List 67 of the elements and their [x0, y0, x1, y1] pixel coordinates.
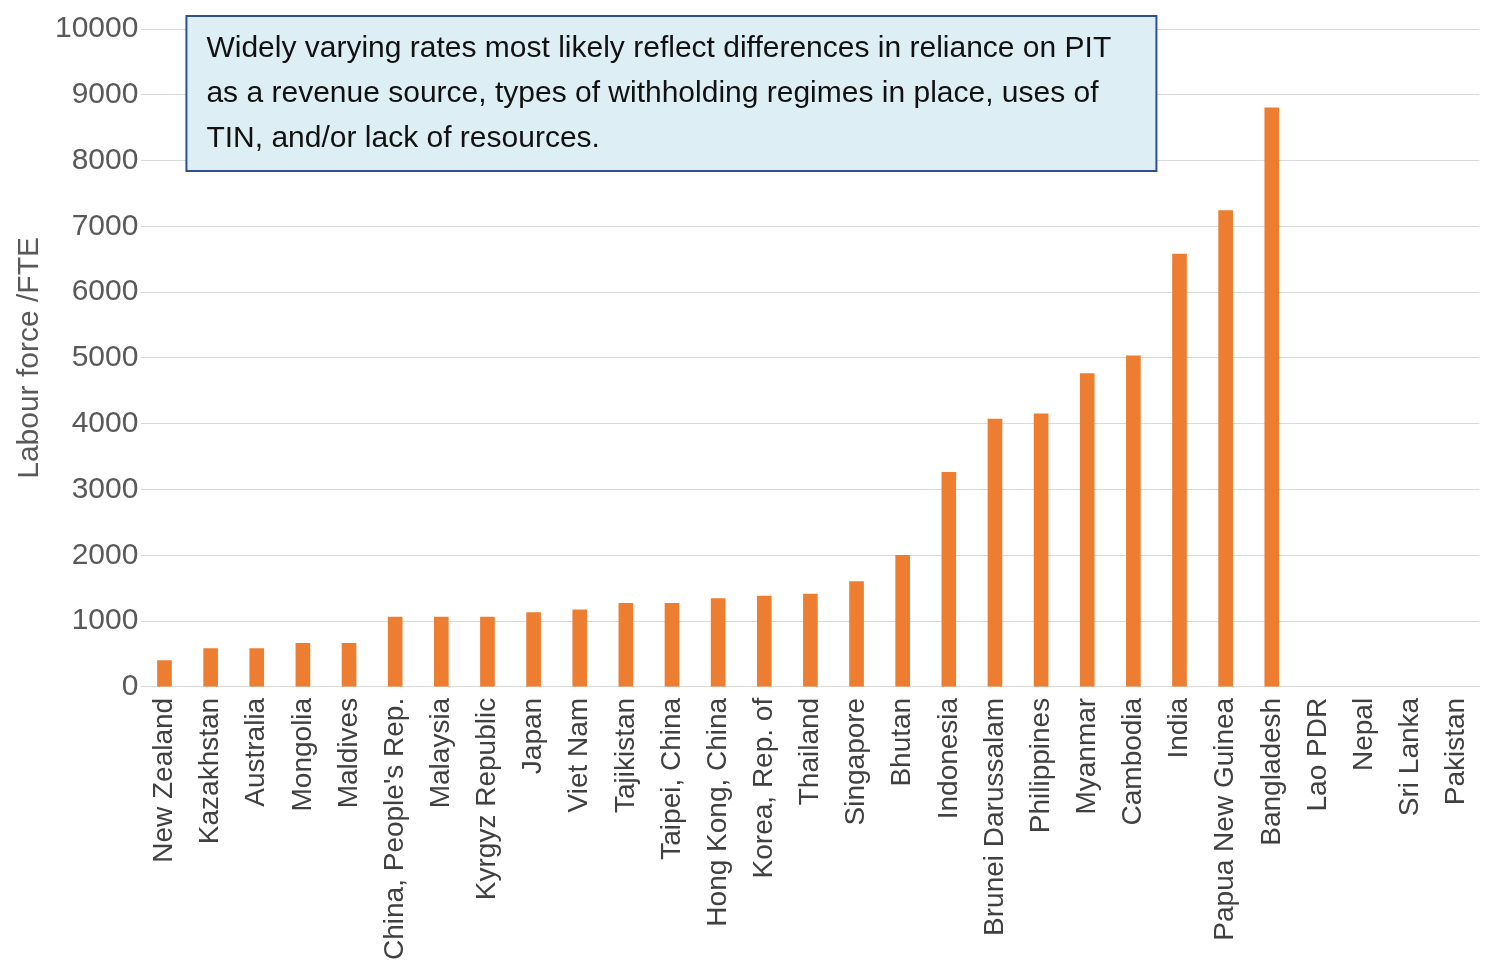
x-tick-label: China, People's Rep. — [377, 697, 409, 960]
x-tick-label: Bhutan — [885, 697, 917, 787]
bar — [387, 616, 403, 687]
bar — [433, 616, 449, 687]
x-tick-label: Brunei Darussalam — [977, 697, 1009, 936]
bar — [756, 595, 772, 687]
bar — [295, 643, 311, 687]
bar — [1172, 253, 1187, 687]
x-tick-label: Taipei, China — [654, 697, 686, 860]
bar — [1264, 107, 1280, 687]
x-tick-label: Australia — [239, 697, 271, 807]
bar — [895, 554, 911, 687]
x-tick-label: Mongolia — [285, 697, 317, 812]
bar — [1126, 355, 1141, 687]
x-tick-label: Maldives — [331, 697, 363, 809]
bar — [1218, 210, 1233, 687]
y-axis-title: Labour force /FTE — [11, 237, 45, 479]
bar — [849, 581, 864, 687]
y-tick-label: 0 — [121, 668, 139, 702]
x-tick-label: Kazakhstan — [193, 697, 225, 845]
bar — [526, 612, 541, 687]
y-tick-label: 2000 — [71, 536, 139, 570]
x-tick-label: Indonesia — [931, 697, 963, 820]
x-tick-label: Viet Nam — [562, 697, 594, 813]
bar — [941, 472, 957, 687]
bar — [803, 593, 818, 687]
bar — [480, 616, 495, 687]
x-tick-label: Myanmar — [1069, 697, 1101, 815]
bar — [572, 609, 588, 687]
x-tick-label: Cambodia — [1116, 697, 1148, 826]
y-tick-label: 1000 — [71, 602, 139, 636]
x-tick-label: Sri Lanka — [1392, 697, 1424, 817]
bar — [203, 648, 218, 687]
x-tick-label: Lao PDR — [1300, 697, 1332, 812]
y-tick-label: 7000 — [71, 207, 139, 241]
x-tick-label: India — [1162, 697, 1194, 759]
bar — [618, 602, 634, 687]
y-tick-label: 9000 — [71, 76, 139, 110]
x-tick-label: Tajikistan — [608, 697, 640, 813]
annotation: Widely varying rates most likely reflect differences in reliance on PIT as a revenue source, types of withholding regimes in place, uses of TIN, and/or lack of resources. — [206, 29, 1112, 153]
x-tick-label: Kyrgyz Republic — [470, 697, 502, 901]
y-tick-label: 5000 — [71, 339, 139, 373]
y-tick-label: 10000 — [54, 10, 139, 44]
y-tick-label: 3000 — [71, 470, 139, 504]
bar — [710, 598, 726, 687]
x-tick-label: Papua New Guinea — [1208, 697, 1240, 941]
bar — [987, 418, 1003, 687]
bar — [1079, 373, 1095, 687]
x-tick-label: Malaysia — [424, 697, 456, 809]
bar — [1033, 413, 1049, 687]
bar — [157, 660, 172, 687]
x-tick-label: Thailand — [793, 697, 825, 806]
bar — [664, 602, 680, 687]
x-tick-label: Singapore — [839, 697, 871, 826]
bar — [249, 648, 265, 687]
y-tick-label: 6000 — [71, 273, 139, 307]
y-tick-label: 8000 — [71, 141, 139, 175]
x-tick-label: Philippines — [1023, 697, 1055, 834]
x-tick-label: Bangladesh — [1254, 697, 1286, 846]
x-tick-label: Nepal — [1346, 697, 1378, 771]
x-tick-label: New Zealand — [147, 697, 179, 863]
x-tick-label: Korea, Rep. of — [746, 697, 778, 879]
x-tick-label: Hong Kong, China — [700, 697, 732, 927]
bar — [341, 643, 357, 687]
x-tick-label: Japan — [516, 697, 548, 775]
y-tick-label: 4000 — [71, 404, 139, 438]
x-tick-label: Pakistan — [1439, 697, 1471, 806]
